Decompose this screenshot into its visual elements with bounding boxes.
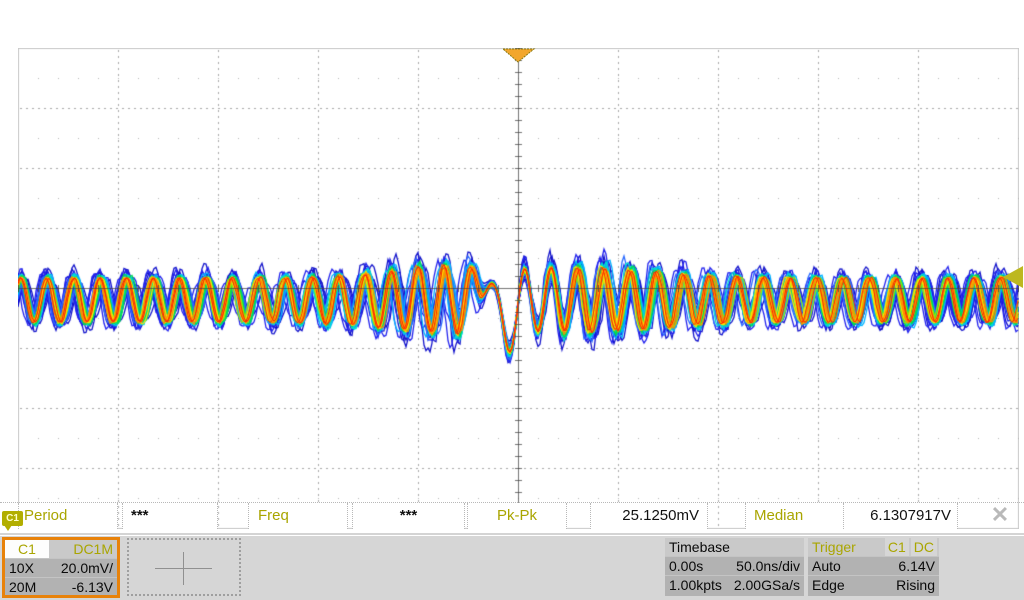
display-divider xyxy=(0,533,1024,535)
channel-vscale: 20.0mV/ xyxy=(60,560,113,576)
trigger-level: 6.14V xyxy=(898,558,935,574)
trigger-title: Trigger xyxy=(812,539,856,555)
measurement-label-freq[interactable]: Freq xyxy=(248,503,348,529)
channel-bandwidth: 20M xyxy=(9,579,37,595)
timebase-delay: 0.00s xyxy=(669,558,704,574)
measurement-value-pkpk[interactable]: 25.1250mV xyxy=(590,503,708,529)
channel-descriptor-box[interactable]: C1 DC1M 10X 20.0mV/ 20M -6.13V xyxy=(2,537,120,598)
timebase-title: Timebase xyxy=(665,538,804,556)
trigger-type: Edge xyxy=(812,577,845,593)
measurement-label-pkpk[interactable]: Pk-Pk xyxy=(467,503,567,529)
timebase-scale: 50.0ns/div xyxy=(736,558,800,574)
measurement-bar: Period *** Freq *** Pk-Pk 25.1250mV Medi… xyxy=(0,502,1024,530)
channel-offset: -6.13V xyxy=(71,579,113,595)
trigger-box[interactable]: Trigger C1 DC Auto 6.14V Edge Rising xyxy=(808,538,939,596)
timebase-rate: 2.00GSa/s xyxy=(733,577,800,593)
waveform-display[interactable] xyxy=(18,48,1019,529)
channel-header: C1 DC1M xyxy=(5,540,117,558)
measurement-label-period[interactable]: Period xyxy=(18,503,118,529)
measurement-value-median[interactable]: 6.1307917V xyxy=(843,503,958,529)
measurement-channel-badge-tail xyxy=(4,525,12,531)
status-bar: C1 DC1M 10X 20.0mV/ 20M -6.13V Timebase … xyxy=(0,536,1024,600)
channel-probe: 10X xyxy=(9,560,34,576)
channel-coupling[interactable]: DC1M xyxy=(49,540,117,558)
measurement-label-median[interactable]: Median xyxy=(745,503,845,529)
measurement-channel-badge: C1 xyxy=(2,511,23,526)
trigger-slope: Rising xyxy=(896,577,935,593)
trigger-source-badge[interactable]: C1 xyxy=(884,538,909,556)
trigger-position-marker-icon[interactable] xyxy=(502,48,536,64)
add-trace-box[interactable] xyxy=(127,538,241,596)
timebase-samples: 1.00kpts xyxy=(669,577,722,593)
trigger-coupling-badge[interactable]: DC xyxy=(910,538,937,556)
close-icon[interactable]: ✕ xyxy=(990,502,1010,527)
measurement-value-freq[interactable]: *** xyxy=(352,503,465,529)
measurement-value-period[interactable]: *** xyxy=(122,503,218,529)
trigger-level-marker-icon[interactable] xyxy=(1003,265,1024,289)
trigger-mode: Auto xyxy=(812,558,841,574)
channel-name[interactable]: C1 xyxy=(5,540,49,558)
plus-icon xyxy=(183,552,184,585)
timebase-box[interactable]: Timebase 0.00s 50.0ns/div 1.00kpts 2.00G… xyxy=(665,538,804,596)
